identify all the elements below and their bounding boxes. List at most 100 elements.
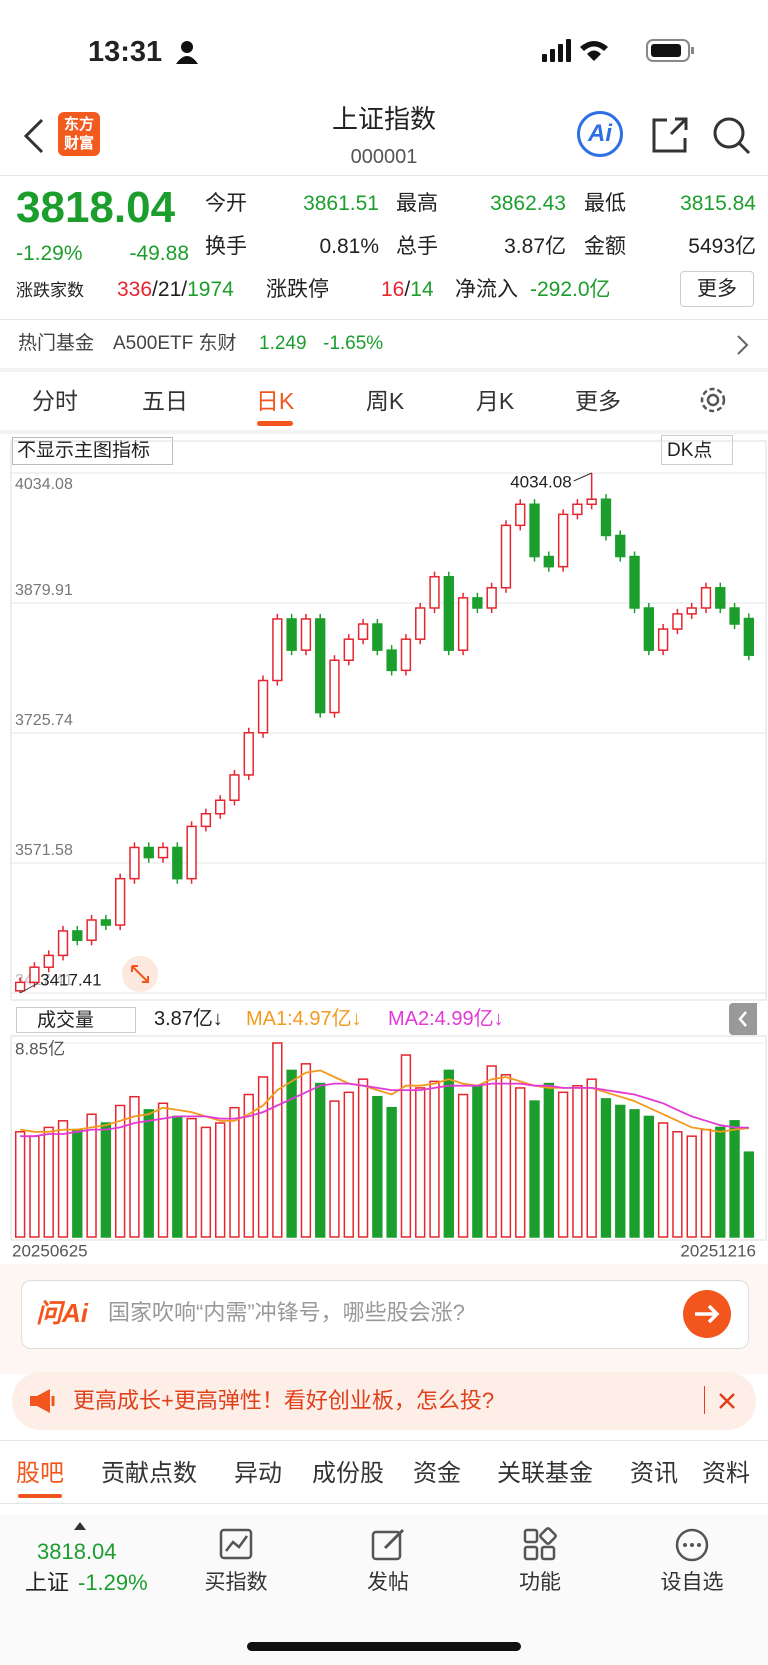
ma-line	[20, 1082, 749, 1138]
banner[interactable]	[12, 1372, 756, 1430]
more-button[interactable]: 更多	[680, 271, 754, 307]
up-count: 336	[117, 278, 153, 301]
ai-button[interactable]: Ai	[577, 111, 623, 157]
chevron[interactable]	[736, 334, 750, 356]
indicator-select[interactable]: 不显示主图指标	[12, 437, 174, 465]
close-icon[interactable]	[718, 1392, 736, 1410]
volume-bar	[329, 1100, 340, 1238]
volume-bar	[743, 1151, 755, 1238]
content-tab[interactable]: 贡献点数	[101, 1460, 197, 1487]
volume-bar	[257, 1076, 269, 1238]
toggle-arrow	[738, 1011, 747, 1027]
candle-body	[229, 774, 240, 801]
candle-body	[243, 732, 254, 776]
status-time: 13:31	[88, 36, 163, 68]
logo-line: 财富	[63, 135, 94, 152]
divider	[0, 1503, 768, 1504]
volume-bar	[215, 1122, 226, 1238]
content-tab[interactable]: 资料	[702, 1460, 750, 1487]
candle-body	[500, 524, 512, 589]
ma2-legend: MA2:4.99亿↓	[388, 1008, 504, 1030]
candle-body	[715, 586, 726, 609]
period-tab[interactable]: 月K	[475, 388, 515, 414]
bottom-nav	[0, 1515, 768, 1665]
volume-bar	[429, 1080, 440, 1238]
nav-icon[interactable]	[370, 1527, 406, 1563]
limit-down: 14	[410, 278, 434, 301]
hot-fund-price: 1.249	[259, 333, 307, 354]
price-frame	[10, 440, 767, 1001]
volume-bar	[557, 1091, 569, 1238]
candle-body	[557, 513, 569, 568]
volume-bar	[86, 1113, 97, 1238]
period-tab[interactable]: 分时	[32, 388, 78, 414]
volume-bar	[72, 1128, 83, 1238]
volume-bar	[386, 1106, 397, 1238]
volume-bar	[286, 1069, 297, 1238]
limit-up: 16	[381, 278, 405, 301]
ask-send[interactable]	[682, 1289, 732, 1339]
content-tab[interactable]: 资金	[413, 1460, 461, 1487]
index-code: 000001	[350, 146, 418, 168]
candle-body	[29, 966, 40, 984]
inflow-value: -292.0亿	[530, 278, 611, 301]
breadth-label: 涨跌家数	[16, 281, 84, 300]
dk-button[interactable]: DK点	[661, 435, 733, 465]
volume-frame	[10, 1035, 767, 1241]
content-tab[interactable]: 成份股	[312, 1460, 384, 1487]
period-tab[interactable]: 日K	[255, 388, 295, 414]
candle-body	[272, 618, 283, 682]
candle-body	[86, 919, 97, 941]
back-icon[interactable]	[22, 118, 46, 154]
content-tab[interactable]: 股吧	[16, 1460, 64, 1487]
nav-label[interactable]: 发帖	[367, 1571, 409, 1594]
ask-box[interactable]	[21, 1280, 749, 1349]
candle-body	[114, 877, 126, 926]
candle-body	[600, 498, 612, 537]
side-toggle[interactable]	[729, 1003, 757, 1035]
nav-label[interactable]: 功能	[519, 1571, 561, 1594]
nav-change: -1.29%	[78, 1570, 148, 1595]
period-tab[interactable]: 五日	[142, 388, 188, 414]
inflow-label: 净流入	[455, 278, 518, 301]
banner-text: 更高成长+更高弹性！看好创业板，怎么投?	[73, 1388, 495, 1413]
gap	[0, 430, 768, 434]
logo-line: 东方	[63, 116, 94, 133]
content-tab[interactable]: 关联基金	[497, 1460, 593, 1487]
volume-bar	[515, 1087, 526, 1238]
content-tab[interactable]: 资讯	[630, 1460, 678, 1487]
content-tab[interactable]: 异动	[234, 1460, 282, 1487]
last-price: 3818.04	[16, 183, 176, 232]
divider	[0, 319, 768, 320]
share-icon[interactable]	[651, 116, 689, 154]
volume-bar	[143, 1109, 154, 1238]
nav-label[interactable]: 设自选	[660, 1571, 724, 1594]
flat-count: 21	[157, 278, 182, 301]
search-icon[interactable]	[712, 116, 752, 156]
candle-body	[143, 846, 154, 859]
nav-icon[interactable]	[522, 1527, 558, 1563]
period-tab[interactable]: 更多	[575, 388, 621, 414]
nav-icon[interactable]	[218, 1527, 254, 1563]
breadth: 336/21/1974	[117, 279, 234, 300]
y-tick-label: 4034.08	[15, 476, 73, 493]
candle-body	[686, 607, 697, 615]
volume-select[interactable]: 成交量	[16, 1007, 136, 1033]
y-tick-label: 3571.58	[15, 842, 73, 859]
change-pct: -1.29%	[16, 242, 83, 265]
nav-price: 3818.04	[37, 1539, 117, 1564]
ask-brand: 问Ai	[36, 1298, 89, 1328]
candle-body	[400, 638, 412, 672]
volume-bar	[114, 1104, 126, 1238]
candle-body	[415, 607, 426, 640]
period-tab[interactable]: 周K	[365, 388, 405, 414]
volume-bar	[172, 1115, 183, 1238]
candle-body	[643, 607, 655, 651]
settings-icon[interactable]	[698, 385, 728, 415]
volume-bar	[615, 1104, 626, 1238]
volume-bar	[472, 1084, 483, 1238]
candle-body	[429, 576, 440, 609]
nav-icon[interactable]	[674, 1527, 710, 1563]
nav-label[interactable]: 买指数	[204, 1571, 268, 1594]
limit: 16/14	[381, 279, 434, 300]
